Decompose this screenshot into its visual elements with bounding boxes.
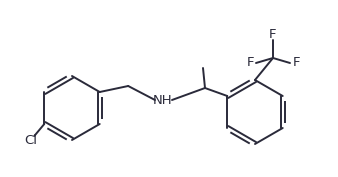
Text: F: F (269, 28, 277, 41)
Text: F: F (292, 56, 300, 70)
Text: NH: NH (153, 95, 173, 107)
Text: Cl: Cl (24, 135, 37, 147)
Text: F: F (246, 56, 254, 70)
